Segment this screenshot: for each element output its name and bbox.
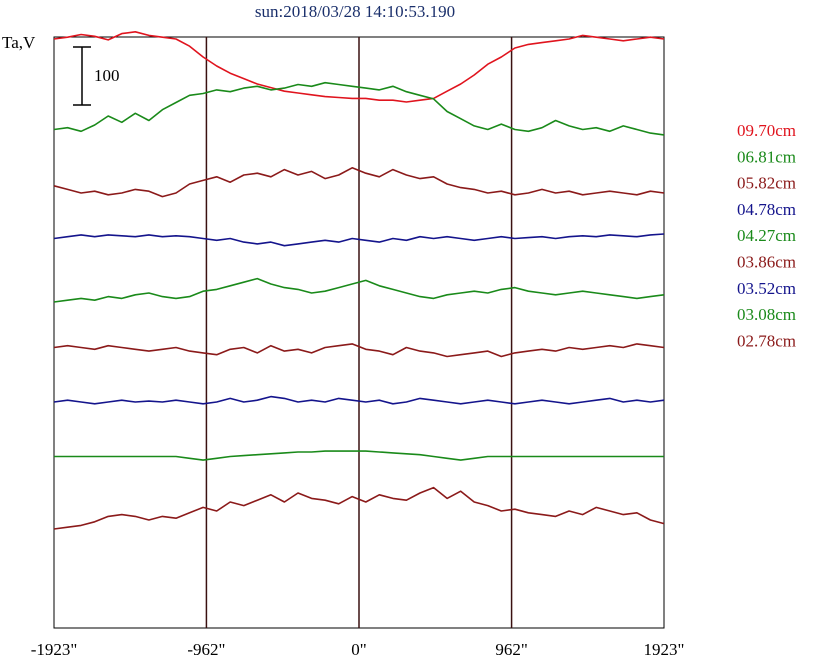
legend-entry: 02.78cm	[737, 331, 796, 350]
legend-entry: 05.82cm	[737, 174, 796, 193]
x-tick-label: -962"	[187, 640, 225, 659]
series-line-03.52cm	[53, 395, 665, 405]
series-line-03.08cm	[54, 450, 664, 461]
legend-entry: 03.08cm	[737, 305, 796, 324]
legend-entry: 03.52cm	[737, 279, 796, 298]
y-axis-label: Ta,V	[2, 33, 36, 52]
series-line-09.70cm	[53, 30, 665, 103]
series-line-02.78cm	[53, 486, 665, 530]
legend-entry: 04.27cm	[737, 226, 796, 245]
series-line-03.86cm	[53, 343, 665, 358]
series-line-04.27cm	[53, 277, 665, 303]
chart-title: sun:2018/03/28 14:10:53.190	[254, 2, 456, 21]
legend-entry: 04.78cm	[737, 200, 796, 219]
series-line-06.81cm	[53, 81, 665, 136]
x-tick-label: -1923"	[31, 640, 78, 659]
legend-entry: 06.81cm	[737, 147, 796, 166]
x-tick-label: 962"	[495, 640, 527, 659]
x-tick-label: 1923"	[644, 640, 685, 659]
scale-bar-label: 100	[94, 66, 120, 85]
legend-entry: 09.70cm	[737, 121, 796, 140]
legend-entry: 03.86cm	[737, 253, 796, 272]
series-line-05.82cm	[53, 167, 665, 198]
x-tick-label: 0"	[351, 640, 366, 659]
series-line-04.78cm	[53, 233, 665, 247]
